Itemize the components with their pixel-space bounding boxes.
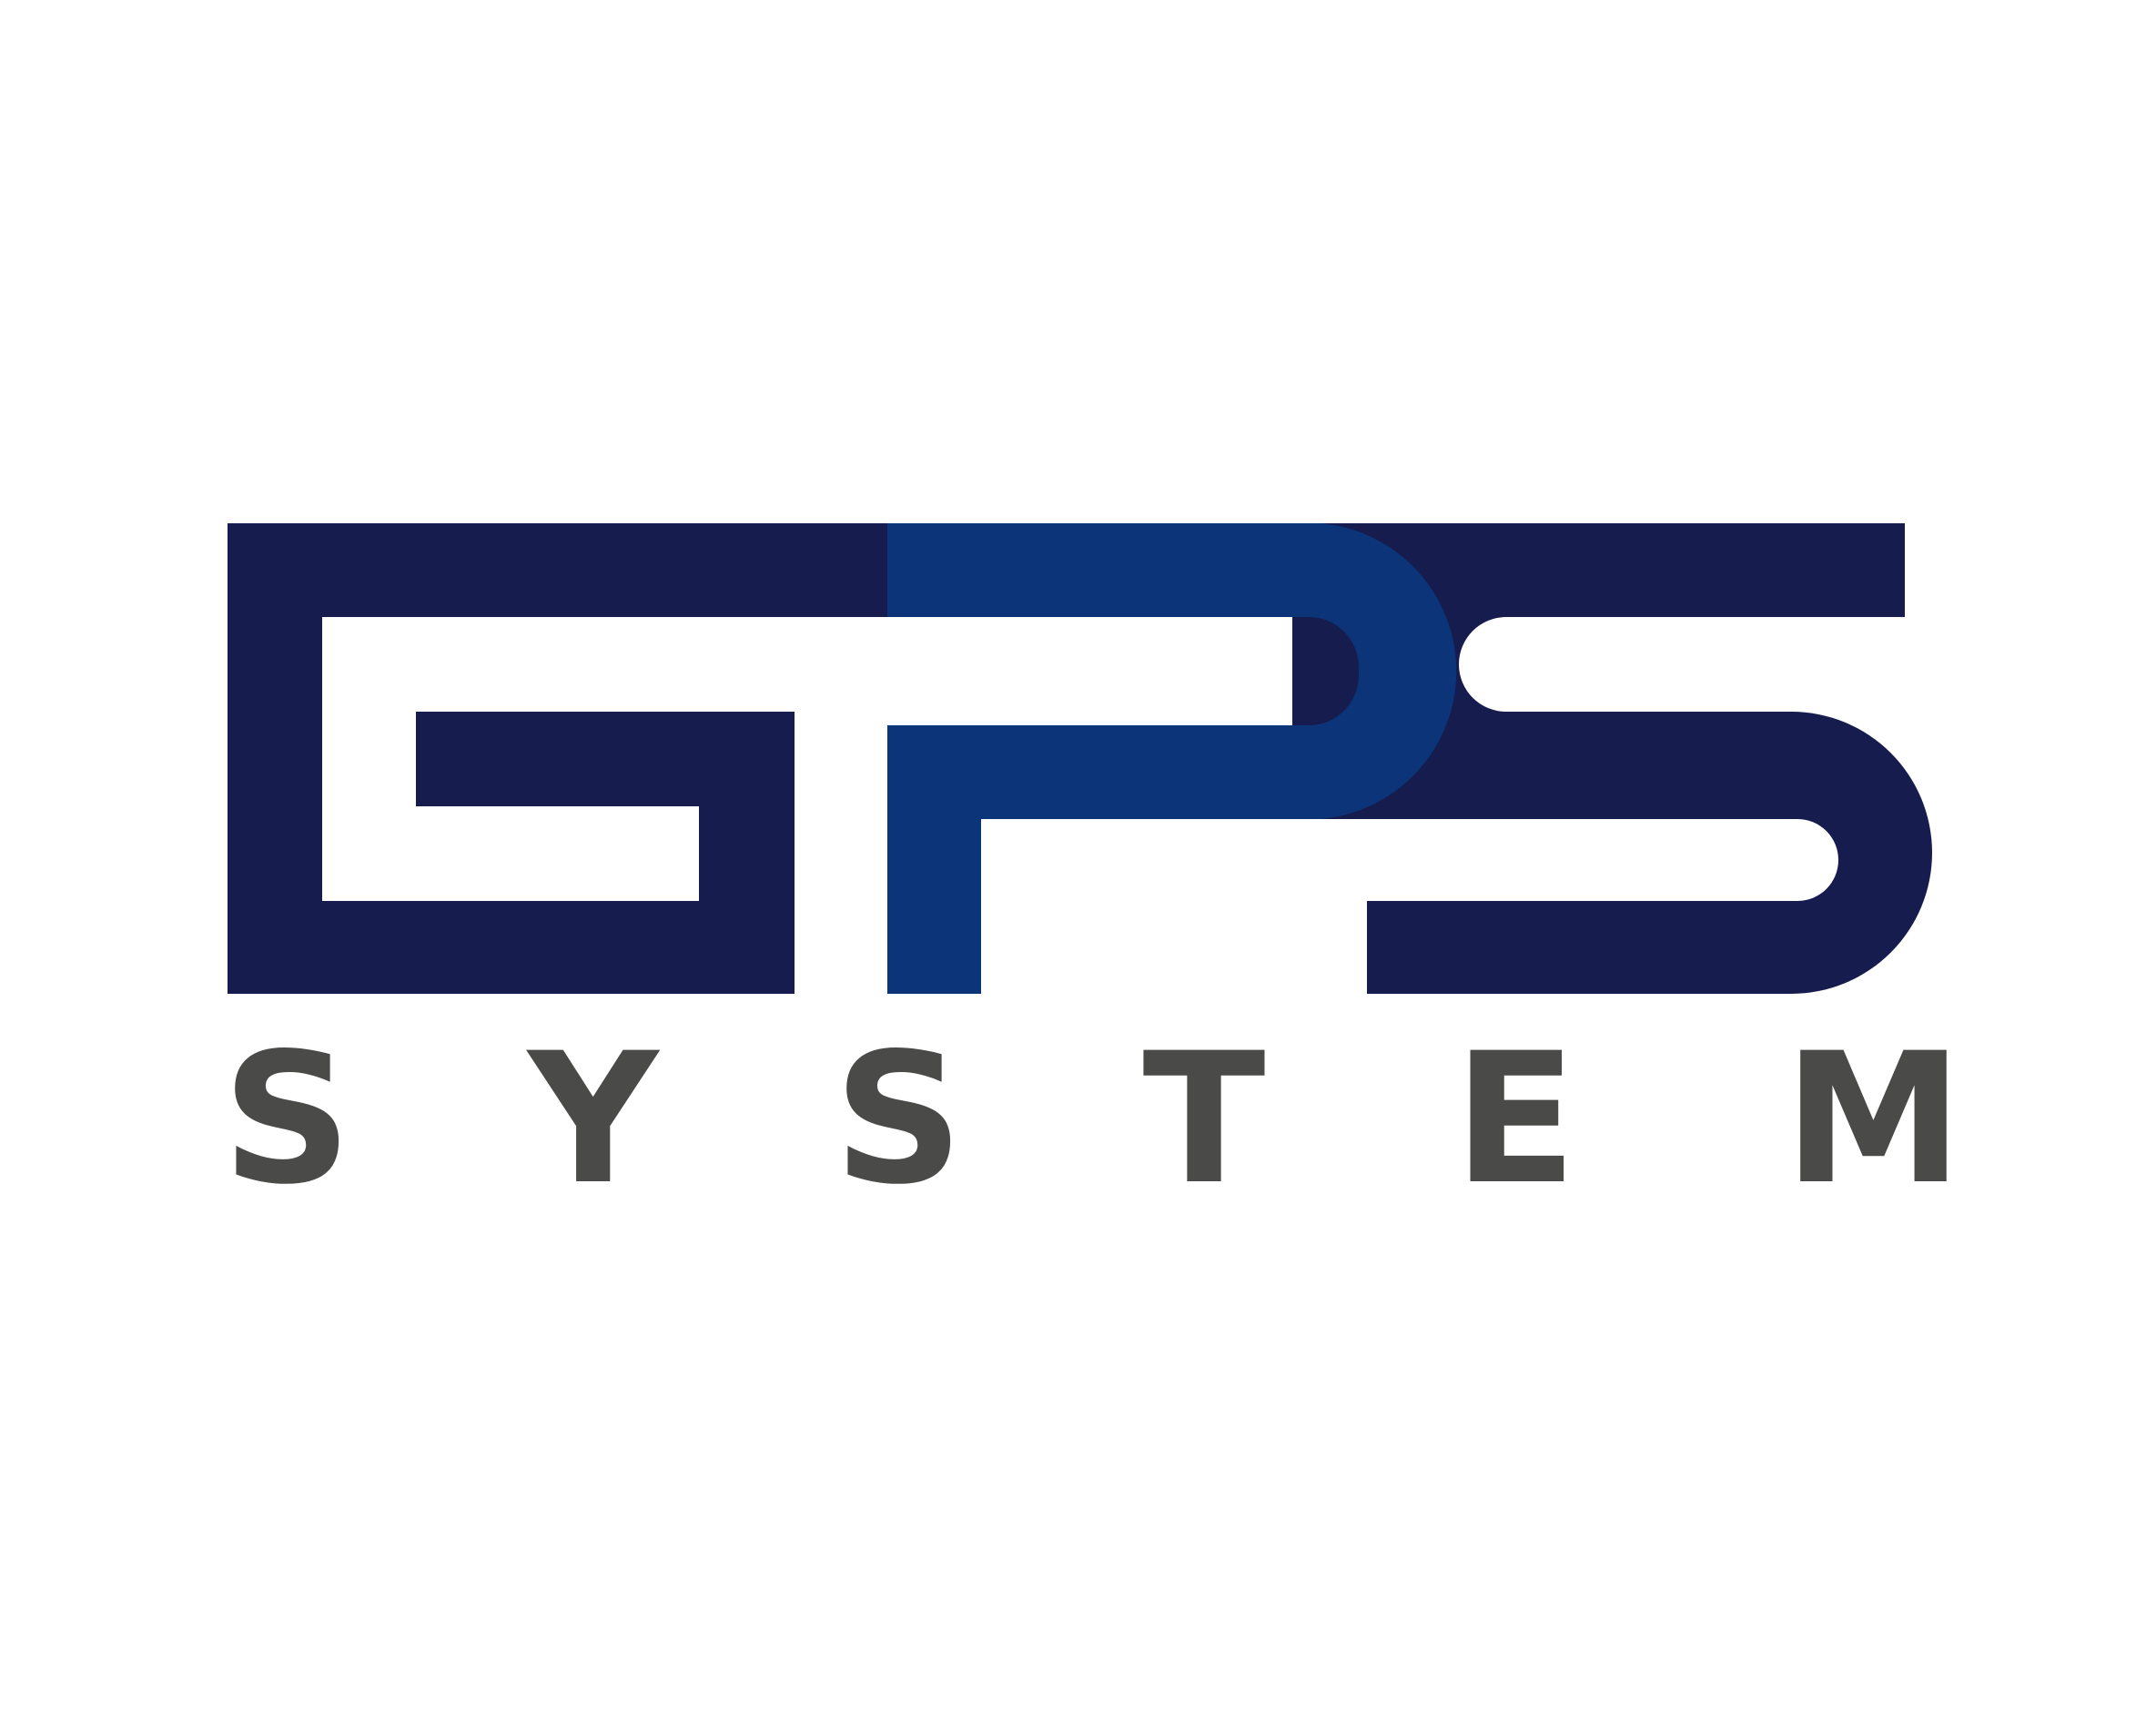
logo-letter-p-shape <box>887 523 1457 994</box>
wordmark-letter: E <box>1453 1014 1577 1224</box>
wordmark-letter: S <box>222 1014 352 1224</box>
wordmark-letter: S <box>834 1014 964 1224</box>
wordmark-letter: T <box>1142 1014 1266 1224</box>
wordmark: S Y S T E M <box>0 1014 2156 1224</box>
logo-letter-g-shape <box>228 523 910 994</box>
wordmark-letter: Y <box>528 1014 659 1224</box>
wordmark-letter: M <box>1784 1014 1964 1224</box>
